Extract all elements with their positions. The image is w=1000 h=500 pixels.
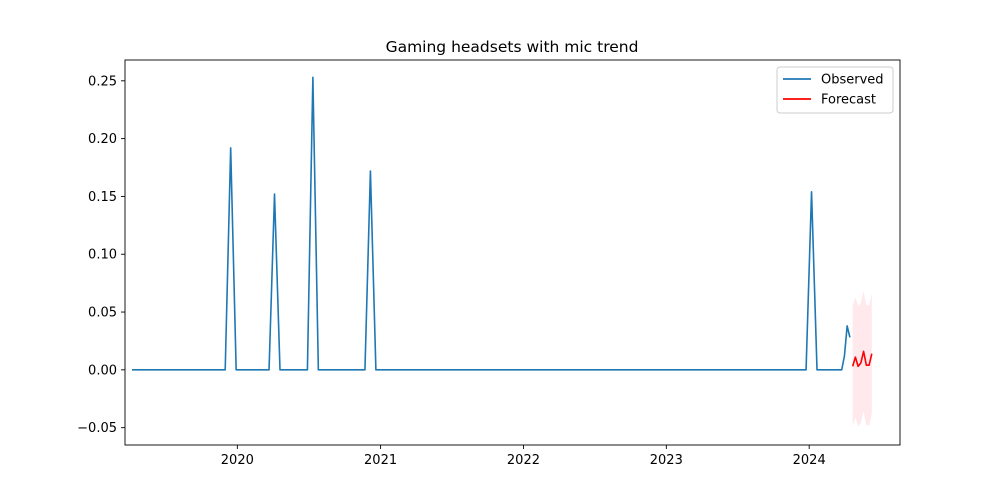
plot-area [132, 76, 873, 427]
x-tick-label: 2023 [650, 453, 683, 468]
forecast-series-line [851, 350, 873, 368]
y-tick-label: 0.20 [88, 132, 117, 147]
axes: 2020 2021 2022 2023 2024 −0.05 0.00 0.05 0.10 0.1… [77, 59, 901, 468]
x-tick-label: 2022 [507, 453, 540, 468]
legend-label-observed: Observed [821, 73, 884, 88]
observed-series-line [132, 76, 851, 371]
x-tick-label: 2024 [793, 453, 826, 468]
legend-label-forecast: Forecast [821, 93, 876, 108]
plot-clip-group [132, 76, 873, 427]
x-tick-label: 2020 [221, 453, 254, 468]
y-tick-label: 0.00 [88, 363, 117, 378]
y-tick-label: −0.05 [77, 421, 117, 436]
x-tick-label: 2021 [364, 453, 397, 468]
legend: Observed Forecast [776, 66, 894, 114]
y-tick-label: 0.05 [88, 306, 117, 321]
y-tick-label: 0.25 [88, 74, 117, 89]
y-tick-label: 0.10 [88, 248, 117, 263]
chart-title: Gaming headsets with mic trend [386, 38, 639, 56]
axes-frame [124, 59, 901, 446]
y-tick-label: 0.15 [88, 190, 117, 205]
